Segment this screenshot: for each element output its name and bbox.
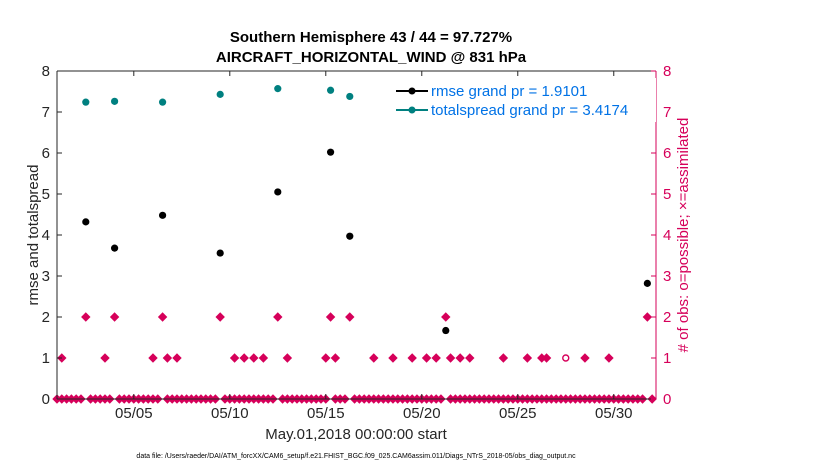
y-tick-label: 0	[42, 391, 50, 408]
totalspread-point	[216, 90, 224, 98]
obs-assimilated-marker	[258, 353, 269, 363]
rmse-point	[82, 218, 90, 226]
x-tick-label: 05/25	[499, 405, 537, 422]
plot-area	[57, 71, 656, 399]
axes: 05/05 05/10 05/15 05/20 05/25 05/30 0 1 2 3 4 5 6 7 8 0…	[42, 63, 672, 422]
y-tick-label: 1	[42, 350, 50, 367]
obs-assimilated-marker	[388, 353, 398, 363]
chart-title-line-2: AIRCRAFT_HORIZONTAL_WIND @ 831 hPa	[216, 49, 527, 66]
obs-assimilated-marker	[215, 312, 225, 322]
obs-possible-marker	[562, 354, 570, 362]
y-right-tick-label: 6	[663, 145, 671, 162]
y-axis-right-label: # of obs: o=possible; ×=assimilated	[675, 118, 692, 353]
obs-assimilated-marker	[445, 353, 456, 363]
chart-title-line-1: Southern Hemisphere 43 / 44 = 97.727%	[230, 29, 512, 46]
y-right-tick-label: 3	[663, 268, 671, 285]
y-right-tick-label: 8	[663, 63, 671, 80]
obs-assimilated-marker	[282, 353, 293, 363]
y-tick-label: 3	[42, 268, 50, 285]
obs-assimilated-marker	[148, 353, 158, 363]
obs-assimilated-marker	[172, 353, 182, 363]
obs-assimilated-marker	[345, 312, 355, 322]
obs-assimilated-marker	[325, 312, 336, 322]
obs-assimilated-marker	[249, 353, 259, 363]
rmse-point	[158, 211, 167, 219]
totalspread-point	[110, 97, 119, 105]
obs-assimilated-marker	[604, 353, 614, 363]
obs-assimilated-marker	[330, 353, 341, 363]
x-axis-label: May.01,2018 00:00:00 start	[265, 426, 447, 443]
x-tick-label: 05/15	[307, 405, 345, 422]
legend: rmse grand pr = 1.9101 totalspread grand…	[392, 78, 656, 122]
y-tick-label: 5	[42, 186, 50, 203]
y-axis-label: rmse and totalspread	[25, 165, 42, 306]
obs-assimilated-marker	[431, 353, 441, 363]
totalspread-point	[158, 98, 167, 106]
obs-assimilated-marker	[100, 353, 110, 363]
rmse-point	[110, 244, 119, 252]
rmse-point	[643, 279, 651, 287]
obs-assimilated-marker	[522, 353, 533, 363]
x-tick-label: 05/30	[595, 405, 633, 422]
y-tick-label: 2	[42, 309, 50, 326]
rmse-point	[274, 188, 282, 196]
obs-assimilated-marker	[273, 312, 283, 322]
y-tick-label: 7	[42, 104, 50, 121]
obs-assimilated-marker	[421, 353, 432, 363]
totalspread-point	[274, 85, 282, 93]
obs-assimilated-marker	[465, 353, 475, 363]
obs-assimilated-marker	[162, 353, 173, 363]
obs-assimilated-marker	[455, 353, 465, 363]
totalspread-point	[326, 86, 335, 94]
rmse-point	[346, 232, 354, 240]
obs-assimilated-marker	[541, 353, 552, 363]
y-right-tick-label: 7	[663, 104, 671, 121]
obs-assimilated-marker	[642, 312, 653, 322]
y-tick-label: 8	[42, 63, 50, 80]
y-right-tick-label: 5	[663, 186, 671, 203]
obs-assimilated-marker	[157, 312, 168, 322]
y-right-tick-label: 4	[663, 227, 671, 244]
rmse-point	[216, 249, 224, 257]
legend-spread-label: totalspread grand pr = 3.4174	[431, 102, 628, 119]
data-file-footnote: data file: /Users/raeder/DAI/ATM_forcXX/…	[136, 453, 576, 460]
obs-assimilated-marker	[81, 312, 91, 322]
y-right-tick-label: 1	[663, 350, 671, 367]
totalspread-point	[346, 92, 354, 101]
y-right-tick-label: 0	[663, 391, 671, 408]
legend-rmse-marker	[408, 87, 416, 95]
legend-rmse-label: rmse grand pr = 1.9101	[431, 83, 587, 100]
data-marks	[52, 85, 657, 404]
obs-assimilated-marker	[321, 353, 331, 363]
obs-assimilated-marker	[498, 353, 509, 363]
obs-assimilated-marker	[580, 353, 590, 363]
obs-assimilated-marker	[109, 312, 120, 322]
rmse-point	[326, 148, 335, 156]
obs-assimilated-marker	[407, 353, 417, 363]
legend-box	[392, 78, 656, 122]
rmse-point	[442, 326, 450, 335]
obs-assimilated-marker	[441, 312, 451, 322]
obs-assimilated-marker	[369, 353, 379, 363]
y-tick-label: 4	[42, 227, 50, 244]
y-right-tick-label: 2	[663, 309, 671, 326]
x-tick-label: 05/10	[211, 405, 249, 422]
legend-spread-marker	[408, 106, 416, 114]
obs-assimilated-marker	[239, 353, 249, 363]
x-tick-label: 05/05	[115, 405, 153, 422]
totalspread-point	[82, 98, 90, 106]
x-tick-label: 05/20	[403, 405, 441, 422]
y-tick-label: 6	[42, 145, 50, 162]
obs-assimilated-marker	[229, 353, 240, 363]
